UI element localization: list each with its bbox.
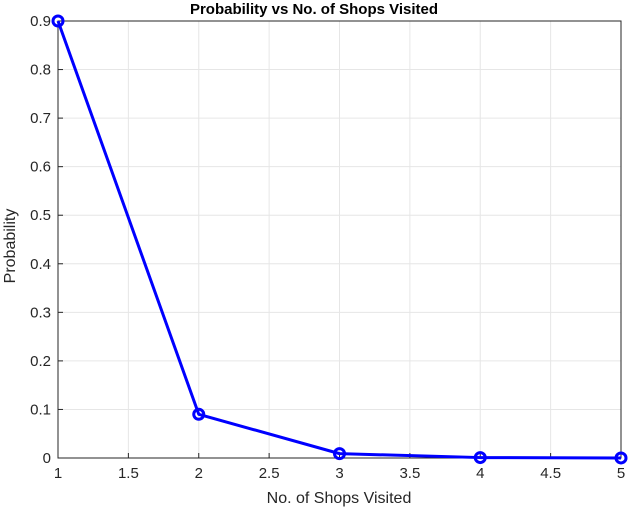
x-tick-label: 4.5 bbox=[540, 465, 561, 482]
x-tick-label: 2.5 bbox=[259, 465, 280, 482]
y-axis-title: Probability bbox=[2, 209, 19, 284]
y-tick-label: 0.2 bbox=[30, 353, 51, 370]
x-tick-label: 3 bbox=[335, 465, 343, 482]
series-line bbox=[56, 20, 622, 460]
x-tick-label: 2 bbox=[195, 465, 203, 482]
x-axis-title: No. of Shops Visited bbox=[267, 490, 412, 507]
y-tick-label: 0.7 bbox=[30, 110, 51, 127]
y-tick-label: 0.4 bbox=[30, 256, 51, 273]
series-layer bbox=[51, 14, 628, 465]
y-tick-label: 0.6 bbox=[30, 159, 51, 176]
y-tick-label: 0.3 bbox=[30, 304, 51, 321]
axis-ticks: 1 1.5 2 2.5 3 3.5 4 4.5 5 0 0.1 0.2 0.3 0.4 0.5 0.6 0.7 0… bbox=[30, 13, 625, 482]
data-point-marker bbox=[473, 451, 487, 465]
data-point-marker bbox=[614, 451, 628, 465]
y-tick-label: 0.8 bbox=[30, 62, 51, 79]
x-tick-label: 1 bbox=[54, 465, 62, 482]
data-point-marker bbox=[333, 447, 346, 461]
y-tick-label: 0 bbox=[43, 450, 51, 467]
y-tick-label: 0.9 bbox=[30, 13, 51, 30]
x-tick-label: 5 bbox=[617, 465, 625, 482]
data-point-marker bbox=[51, 14, 65, 28]
y-tick-label: 0.1 bbox=[30, 401, 51, 418]
y-tick-label: 0.5 bbox=[30, 207, 51, 224]
x-tick-label: 3.5 bbox=[399, 465, 420, 482]
chart-title: Probability vs No. of Shops Visited bbox=[190, 1, 438, 18]
x-tick-label: 4 bbox=[476, 465, 484, 482]
x-tick-label: 1.5 bbox=[118, 465, 139, 482]
data-point-marker bbox=[192, 407, 206, 421]
grid bbox=[57, 20, 622, 459]
